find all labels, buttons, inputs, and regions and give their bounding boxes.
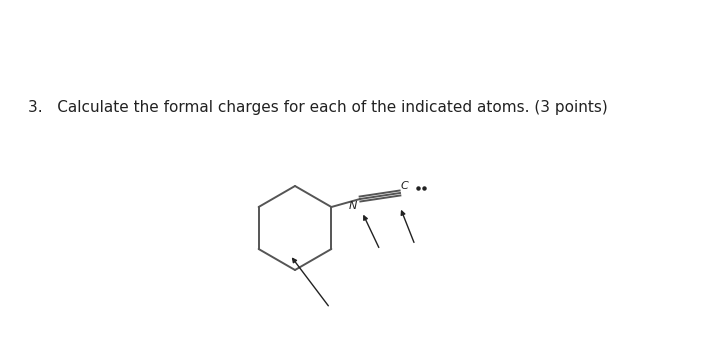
Text: C: C [401,181,409,191]
Text: 3.   Calculate the formal charges for each of the indicated atoms. (3 points): 3. Calculate the formal charges for each… [28,100,608,115]
Text: N: N [348,201,357,211]
